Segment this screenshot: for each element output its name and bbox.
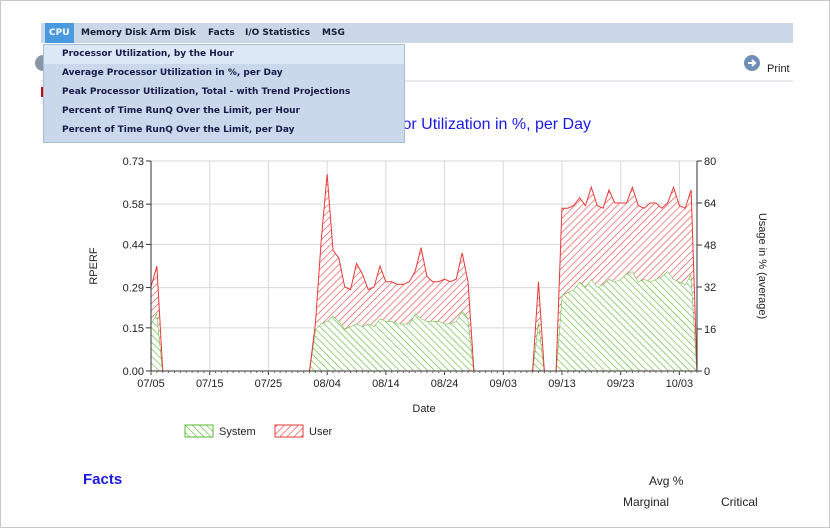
facts-header: Critical [721, 495, 758, 509]
menu-item[interactable]: MSG [322, 28, 345, 38]
x-tick-label: 09/13 [548, 378, 576, 390]
y2-tick-label: 0 [704, 366, 710, 378]
x-tick-label: 08/24 [431, 378, 459, 390]
y-tick-label: 0.00 [123, 366, 144, 378]
y2-tick-label: 32 [704, 282, 716, 294]
print-arrow [748, 59, 757, 67]
legend-label: System [219, 426, 256, 438]
legend-label: User [309, 426, 333, 438]
menu-item[interactable]: Disk Arm [125, 28, 171, 38]
y-axis-title: RPERF [88, 247, 100, 285]
facts-header: Avg % [649, 474, 684, 488]
dropdown-item[interactable]: Percent of Time RunQ Over the Limit, per… [62, 106, 300, 116]
x-axis-title: Date [412, 403, 435, 415]
dropdown: Processor Utilization, by the Hour Avera… [43, 44, 405, 143]
menu-item[interactable]: Facts [208, 28, 235, 38]
x-tick-label: 08/14 [372, 378, 400, 390]
x-tick-label: 08/04 [313, 378, 341, 390]
menu-bar: CPU Memory Disk Arm Disk Facts I/O Stati… [41, 23, 793, 43]
y2-tick-label: 48 [704, 240, 716, 252]
y2-tick-label: 16 [704, 324, 716, 336]
x-tick-label: 07/15 [196, 378, 224, 390]
y-tick-label: 0.58 [123, 199, 144, 211]
area [151, 174, 697, 371]
x-tick-label: 10/03 [666, 378, 694, 390]
menu-item[interactable]: I/O Statistics [245, 28, 311, 38]
x-tick-label: 07/05 [137, 378, 165, 390]
y-tick-label: 0.15 [123, 323, 144, 335]
y-tick-label: 0.29 [123, 283, 144, 295]
dropdown-item[interactable]: Average Processor Utilization in %, per … [62, 68, 283, 78]
y-tick-label: 0.73 [123, 156, 144, 168]
x-tick-label: 09/03 [489, 378, 517, 390]
area [151, 271, 697, 371]
dropdown-item[interactable]: Processor Utilization, by the Hour [44, 45, 404, 64]
y2-tick-label: 64 [704, 198, 716, 210]
legend-swatch [184, 424, 214, 438]
y2-tick-label: 80 [704, 156, 716, 168]
menu-item[interactable]: Memory [81, 28, 122, 38]
menu-item[interactable]: CPU [45, 23, 74, 43]
x-tick-label: 07/25 [255, 378, 283, 390]
dropdown-item[interactable]: Percent of Time RunQ Over the Limit, per… [62, 125, 295, 135]
y-tick-label: 0.44 [123, 239, 144, 251]
facts-header: Marginal [623, 495, 670, 509]
facts-title: Facts [83, 471, 123, 488]
legend-swatch [274, 424, 304, 438]
menu-item[interactable]: Disk [174, 28, 196, 38]
dropdown-item[interactable]: Peak Processor Utilization, Total - with… [62, 87, 351, 97]
x-tick-label: 09/23 [607, 378, 635, 390]
y2-axis-title: Usage in % (average) [756, 213, 768, 319]
print-link[interactable]: Print [767, 63, 790, 75]
marker [41, 87, 44, 97]
